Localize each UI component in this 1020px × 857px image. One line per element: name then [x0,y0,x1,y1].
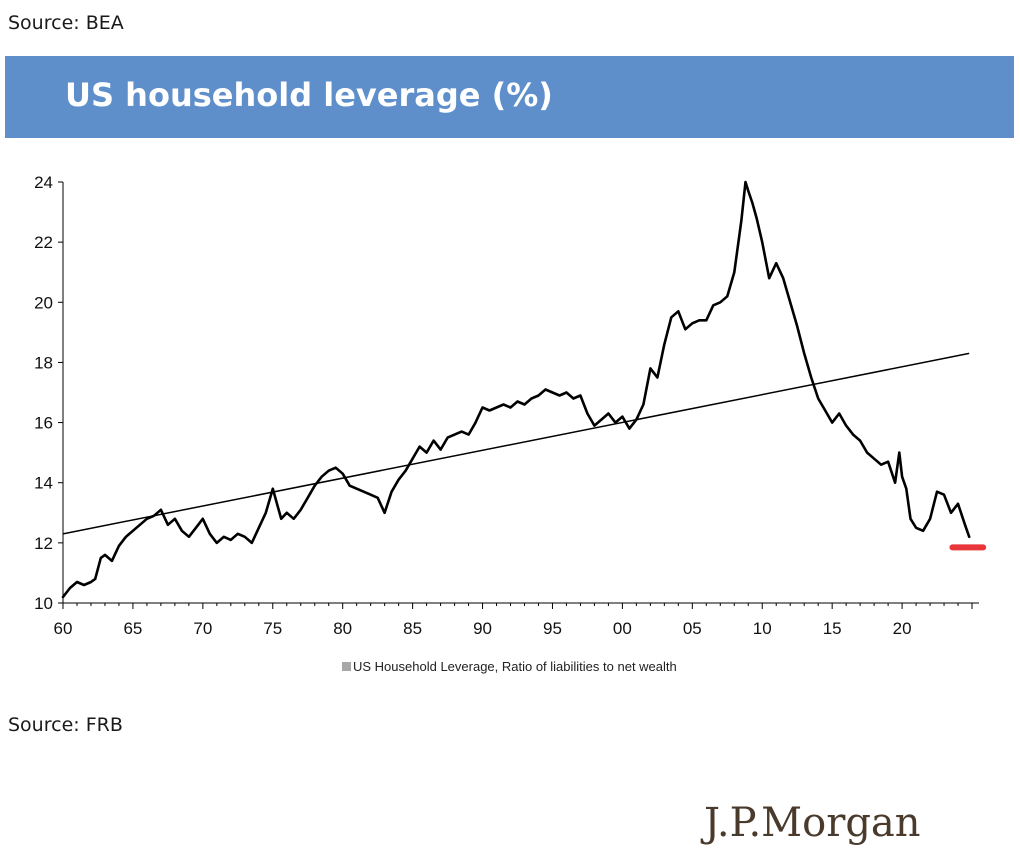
source-top: Source: BEA [8,12,124,34]
x-tick-label: 65 [123,619,142,638]
y-tick-label: 14 [34,474,53,493]
chart-title: US household leverage (%) [65,76,553,114]
x-tick-label: 95 [543,619,562,638]
x-tick-label: 85 [403,619,422,638]
y-tick-label: 24 [34,173,53,192]
y-tick-label: 18 [34,353,53,372]
x-tick-label: 80 [333,619,352,638]
source-bottom: Source: FRB [8,714,123,736]
series-layer [61,180,971,599]
jpmorgan-logo: J.P.Morgan [704,800,921,846]
legend-swatch [342,662,351,671]
trend-line [62,352,970,535]
x-tick-label: 70 [193,619,212,638]
line-chart: 10 12 14 16 18 20 22 24 60 65 70 75 80 85 90 95 00 05 10 15… [34,173,987,638]
x-tick-label: 00 [613,619,632,638]
leverage-series-line [61,180,971,599]
title-banner: US household leverage (%) [5,56,1014,138]
x-tick-label: 60 [54,619,73,638]
y-tick-label: 22 [34,233,53,252]
axes-layer: 10 12 14 16 18 20 22 24 60 65 70 75 80 85 90 95 00 05 10 15… [34,173,979,638]
x-tick-label: 15 [823,619,842,638]
x-tick-label: 90 [473,619,492,638]
y-tick-label: 12 [34,534,53,553]
x-tick-label: 10 [753,619,772,638]
y-tick-label: 10 [34,594,53,613]
y-tick-label: 20 [34,293,53,312]
x-tick-label: 05 [683,619,702,638]
legend-label: US Household Leverage, Ratio of liabilit… [353,659,677,674]
legend: US Household Leverage, Ratio of liabilit… [342,659,677,674]
x-tick-label: 75 [263,619,282,638]
x-tick-label: 20 [893,619,912,638]
y-tick-label: 16 [34,414,53,433]
